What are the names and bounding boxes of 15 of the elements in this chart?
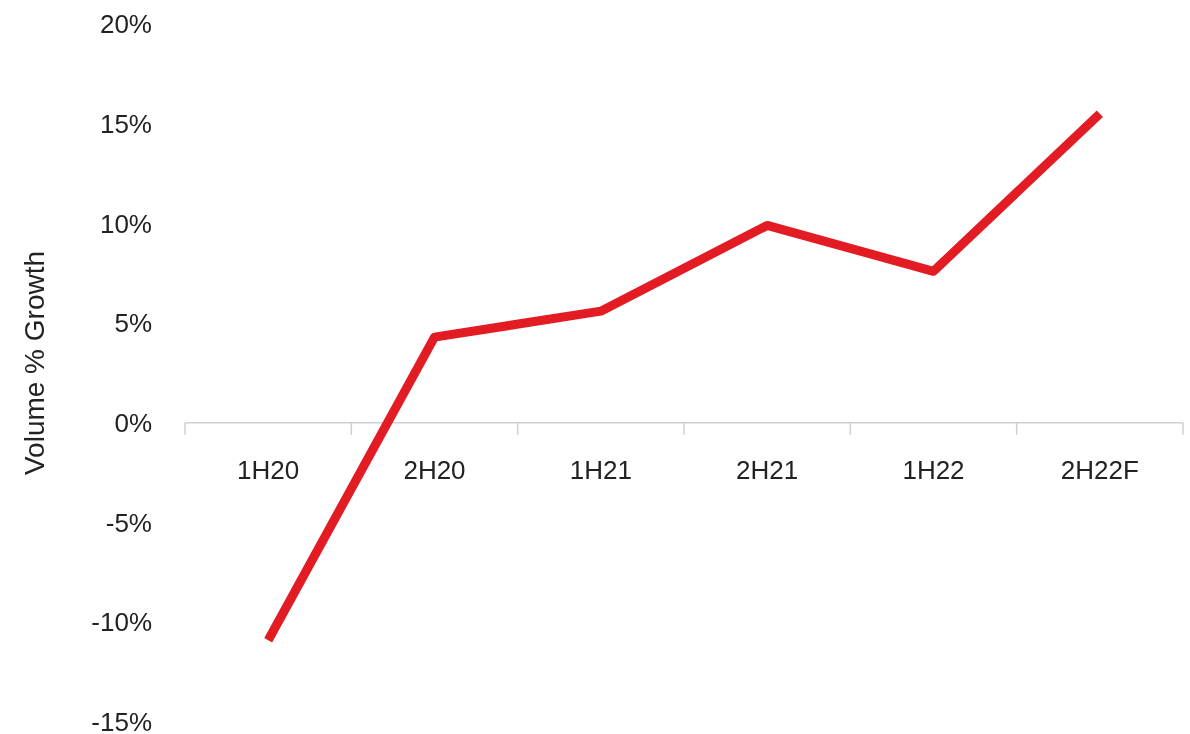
y-axis-title: Volume % Growth	[19, 250, 50, 476]
x-tick-label: 2H22F	[1060, 454, 1139, 485]
x-tick-label: 2H21	[736, 454, 799, 485]
y-tick-label: 15%	[99, 108, 152, 139]
x-tick-label: 2H20	[403, 454, 466, 485]
y-tick-label: 10%	[99, 208, 152, 239]
y-tick-label: -5%	[105, 507, 152, 538]
x-tick-label: 1H22	[902, 454, 965, 485]
y-tick-label: -15%	[91, 707, 152, 734]
y-tick-label: -10%	[91, 607, 152, 638]
y-tick-label: 5%	[114, 308, 152, 339]
y-tick-label: 0%	[114, 407, 152, 438]
x-tick-label: 1H20	[237, 454, 300, 485]
y-tick-label: 20%	[99, 9, 152, 40]
x-tick-label: 1H21	[569, 454, 632, 485]
